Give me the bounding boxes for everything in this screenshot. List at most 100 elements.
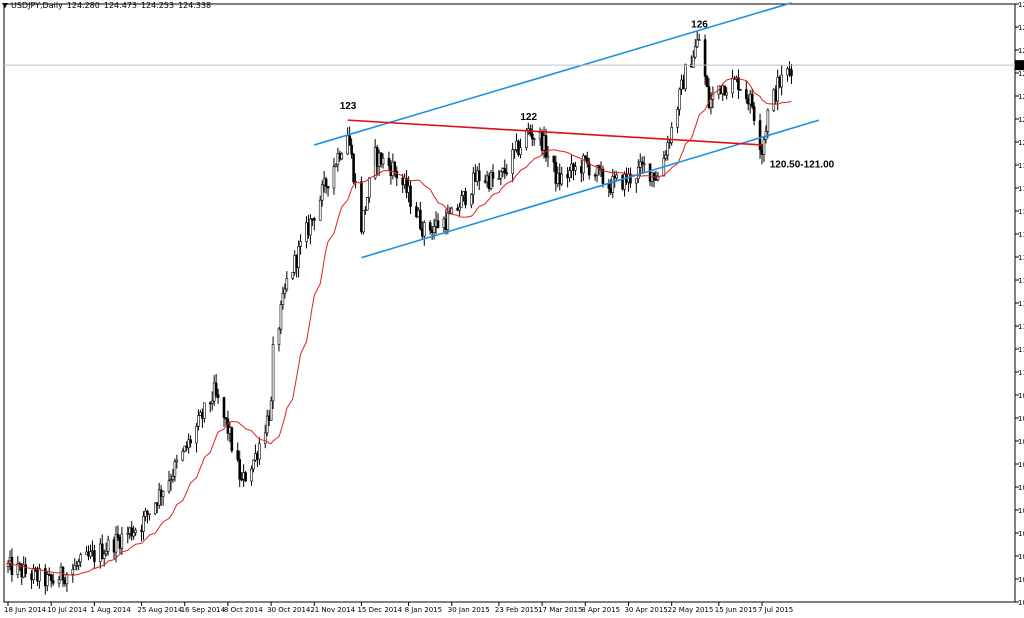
x-tick-label: 7 Jul 2015: [758, 606, 793, 614]
candle-body: [642, 163, 646, 166]
candle-body: [446, 212, 450, 230]
candle-body: [126, 532, 130, 535]
candle-body: [436, 220, 440, 228]
candle-body: [183, 445, 187, 452]
candle-body: [100, 543, 104, 559]
candle-body: [169, 479, 173, 482]
candle-body: [318, 199, 322, 221]
candle-body: [450, 207, 454, 214]
candle-body: [583, 155, 587, 159]
x-tick-label: 15 Jun 2015: [715, 606, 757, 614]
candle-body: [24, 564, 27, 574]
candle-body: [505, 172, 509, 175]
candle-body: [744, 89, 748, 100]
y-tick-label: 125.010: [1018, 47, 1024, 55]
candle-body: [497, 178, 501, 180]
candle-body: [348, 135, 351, 146]
candle-body: [224, 417, 228, 420]
candle-body: [77, 561, 80, 566]
candle-body: [656, 175, 660, 181]
chart-annotation: 123: [340, 101, 357, 112]
candle-body: [252, 459, 255, 470]
symbol-label: USDJPY,Daily: [11, 1, 63, 10]
candle-body: [574, 166, 577, 171]
candle-body: [93, 550, 96, 562]
candle-body: [593, 174, 597, 177]
candle-body: [503, 168, 507, 174]
candle-body: [788, 68, 791, 71]
candle-body: [16, 563, 20, 575]
candle-body: [409, 185, 412, 207]
candle-body: [291, 272, 295, 279]
candle-body: [326, 186, 330, 189]
x-tick-label: 10 Jul 2014: [47, 606, 87, 614]
candle-body: [552, 155, 556, 163]
y-tick-label: 102.570: [1018, 553, 1024, 561]
candle-body: [428, 222, 432, 231]
y-tick-label: 111.750: [1018, 346, 1024, 354]
candle-body: [387, 157, 391, 166]
candle-body: [691, 56, 695, 68]
candle-body: [153, 502, 157, 515]
candle-body: [181, 450, 185, 461]
candle-body: [786, 68, 789, 76]
y-tick-label: 123.990: [1018, 70, 1024, 78]
x-tick-label: 16 Sep 2014: [181, 606, 226, 614]
candle-body: [780, 74, 783, 88]
candle-body: [10, 556, 14, 575]
y-tick-label: 126.030: [1018, 24, 1024, 32]
candle-body: [419, 209, 422, 230]
chart-header: USDJPY,Daily 124.280 124.473 124.253 124.338: [2, 1, 215, 10]
dropdown-triangle-icon[interactable]: [2, 3, 8, 8]
candle-body: [114, 533, 118, 553]
candle-body: [519, 147, 522, 156]
candle-body: [513, 149, 516, 151]
candle-body: [263, 432, 267, 445]
y-tick-label: 127.050: [1018, 1, 1024, 9]
candle-body: [560, 173, 564, 185]
moving-average-line: [7, 77, 792, 576]
candle-body: [703, 39, 707, 77]
candle-body: [285, 278, 289, 290]
candle-body: [554, 161, 558, 184]
close-value: 124.338: [178, 1, 212, 10]
candle-body: [350, 144, 353, 155]
candle-body: [684, 64, 687, 90]
candle-body: [670, 126, 673, 143]
candle-body: [725, 92, 728, 96]
candle-body: [352, 154, 355, 183]
candle-body: [393, 161, 397, 172]
candle-body: [297, 246, 300, 268]
candle-body: [790, 69, 793, 77]
candle-body: [405, 178, 408, 193]
candle-body: [240, 478, 243, 481]
candle-body: [132, 532, 135, 537]
candle-body: [71, 568, 75, 575]
candle-body: [611, 176, 615, 193]
candle-body: [324, 178, 328, 187]
low-value: 124.253: [140, 1, 175, 10]
x-tick-label: 8 Oct 2014: [224, 606, 263, 614]
y-tick-label: 119.910: [1018, 162, 1024, 170]
candle-body: [146, 510, 149, 515]
candle-body: [697, 39, 701, 41]
candle-body: [250, 468, 253, 482]
candle-body: [238, 459, 241, 480]
candle-body: [585, 157, 589, 164]
candle-body: [173, 461, 177, 477]
candle-body: [705, 76, 709, 87]
candle-body: [189, 439, 192, 444]
candle-body: [676, 109, 679, 128]
candle-body: [65, 573, 69, 585]
candle-body: [148, 513, 151, 516]
candle-body: [89, 551, 92, 557]
candle-body: [635, 178, 638, 184]
candle-body: [489, 172, 493, 189]
candle-body: [544, 135, 548, 158]
candle-body: [197, 415, 200, 427]
y-tick-label: 115.830: [1018, 254, 1024, 262]
candle-body: [161, 491, 165, 497]
candle-body: [695, 39, 699, 48]
candle-body: [587, 162, 591, 176]
